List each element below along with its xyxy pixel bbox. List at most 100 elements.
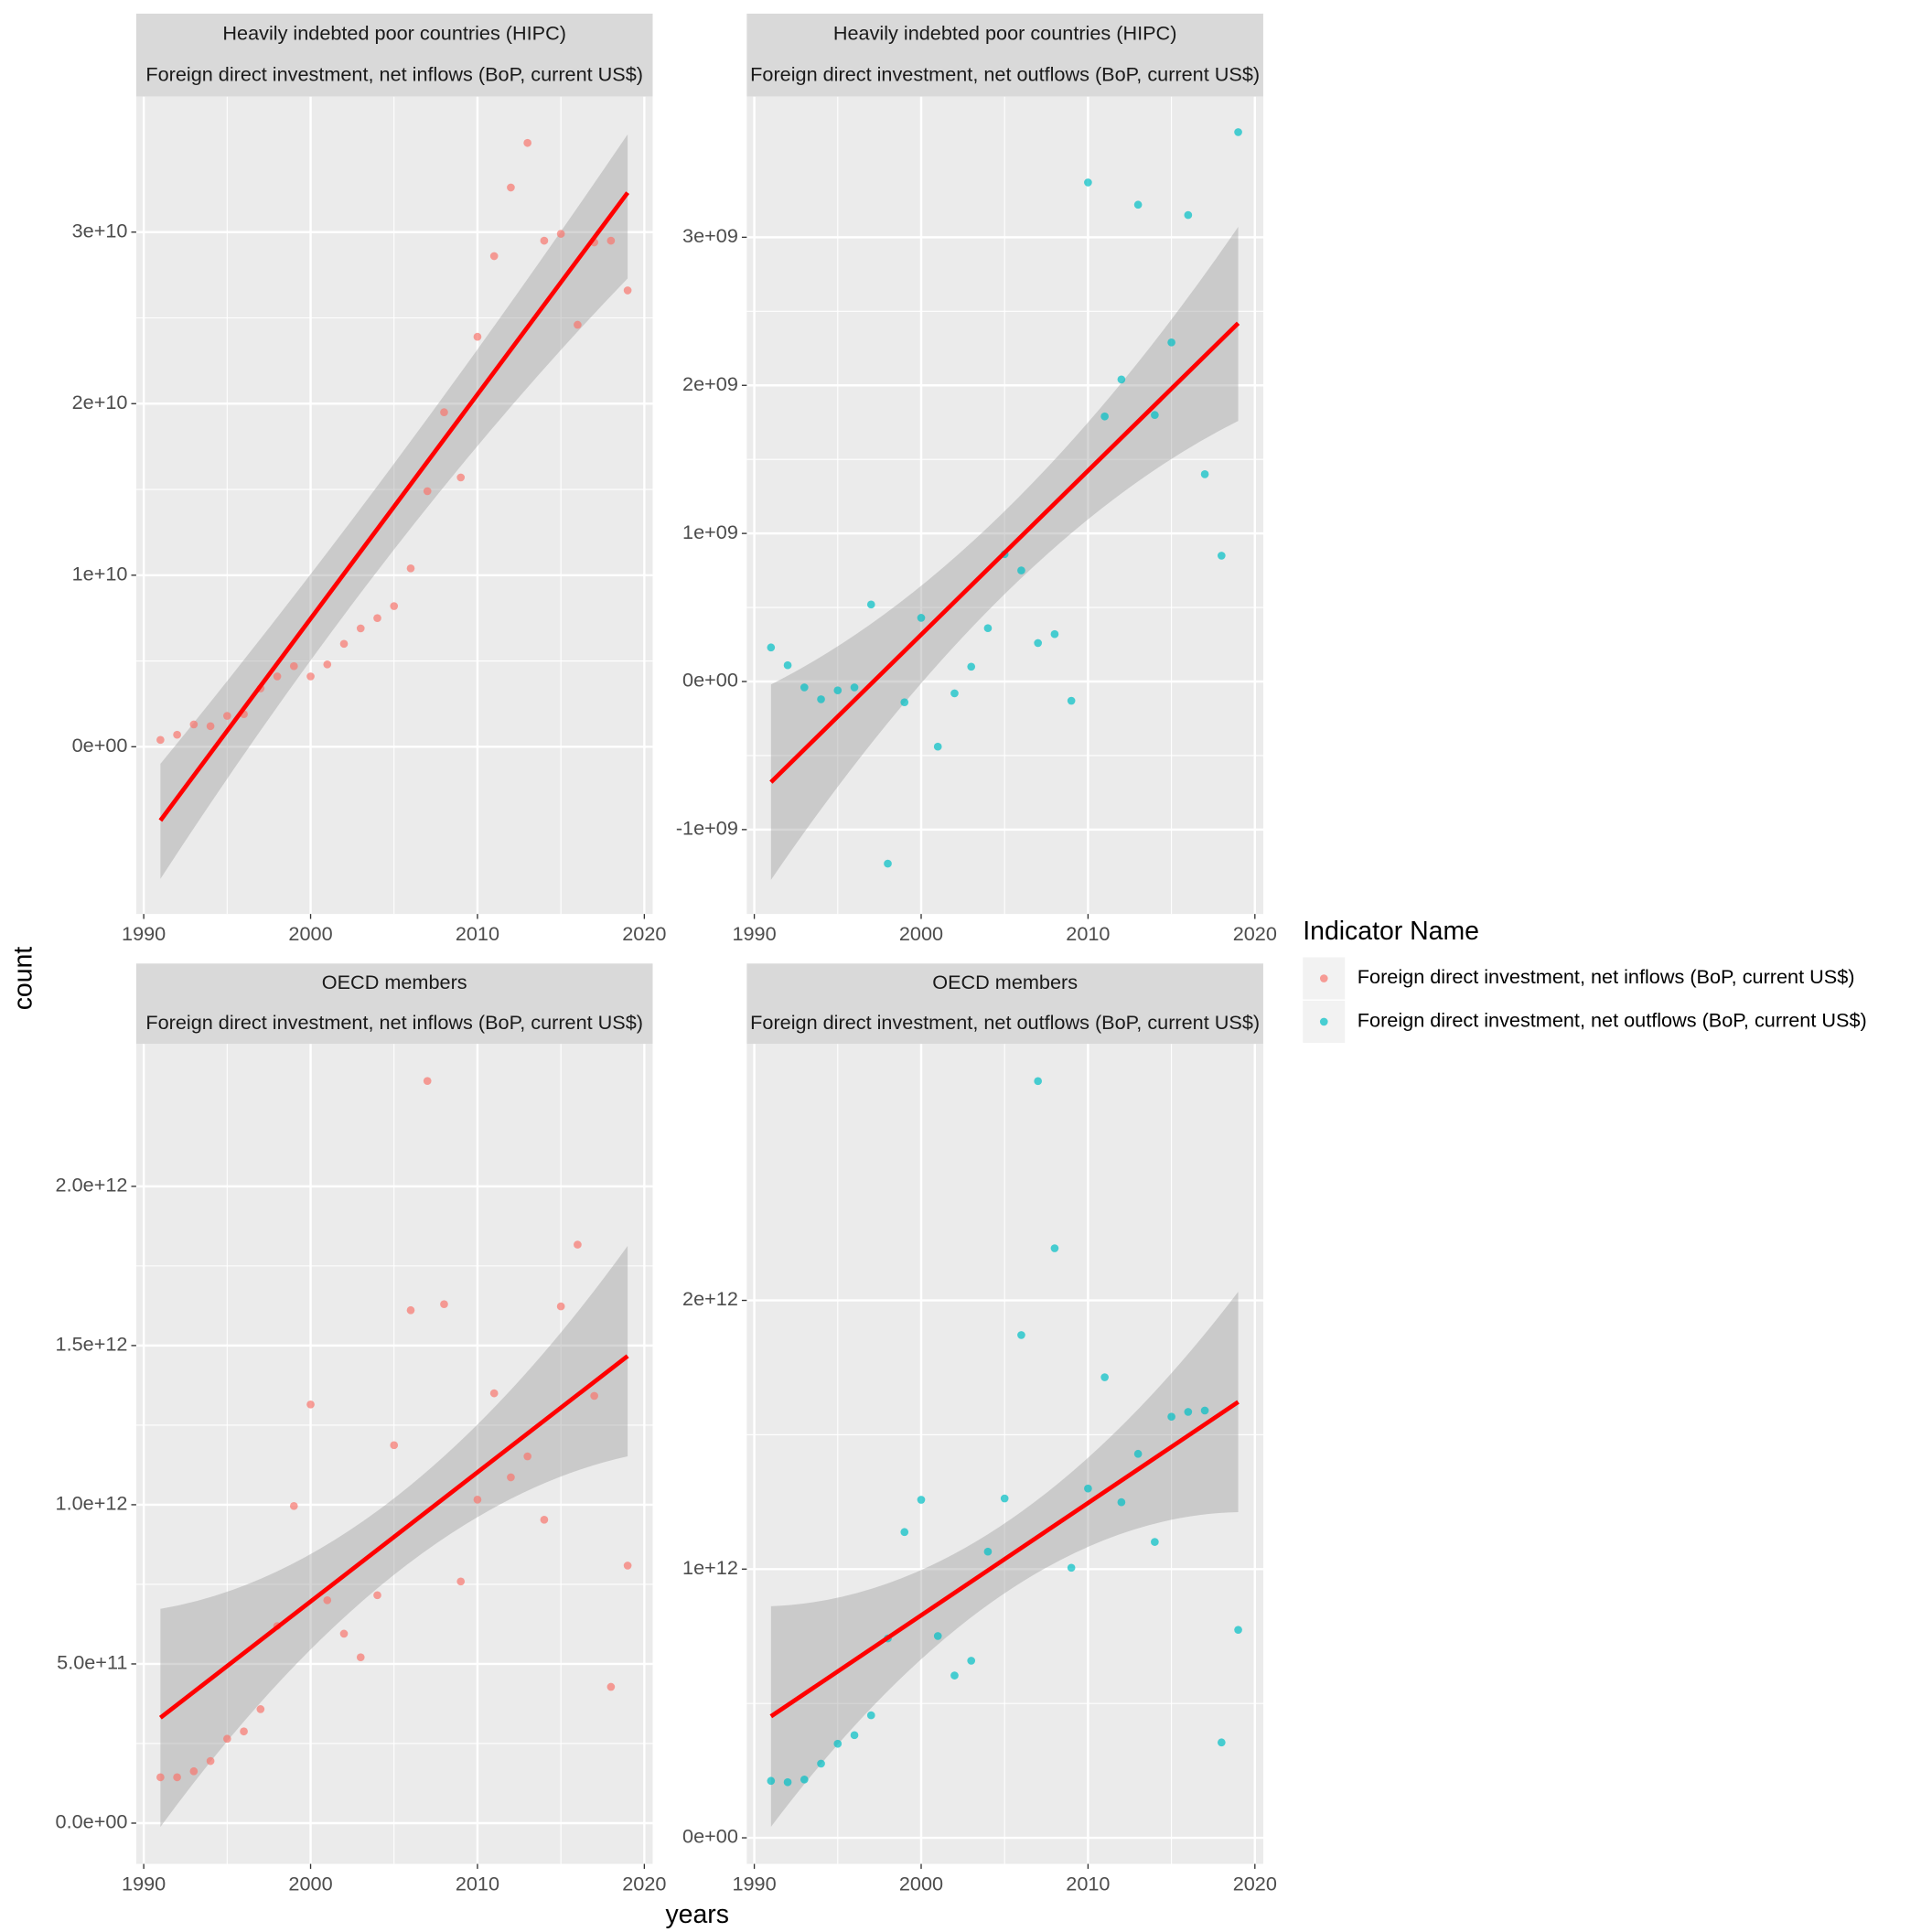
y-tick-label: 2e+09 <box>682 372 738 395</box>
point <box>507 183 515 192</box>
point <box>339 639 349 649</box>
point <box>306 672 315 681</box>
point <box>306 1400 315 1409</box>
point <box>1133 200 1143 209</box>
point <box>540 236 549 245</box>
y-tick-label: 2e+10 <box>72 391 128 413</box>
y-tick-label: 1.0e+12 <box>56 1492 128 1515</box>
y-tick-label: 0e+00 <box>682 669 738 692</box>
point <box>606 1682 616 1691</box>
point <box>1084 178 1092 187</box>
point <box>950 689 959 698</box>
point <box>1100 1373 1109 1381</box>
point <box>1000 1494 1009 1503</box>
point <box>1200 470 1209 478</box>
point <box>1200 1406 1209 1415</box>
point <box>783 1777 792 1787</box>
x-tick-label: 2010 <box>1066 1872 1110 1894</box>
strip-label: Foreign direct investment, net inflows (… <box>145 1011 643 1034</box>
point <box>933 742 942 751</box>
trend-line <box>158 191 630 822</box>
point <box>473 1496 482 1504</box>
point <box>507 1473 515 1482</box>
point <box>339 1629 349 1638</box>
point <box>850 1731 859 1740</box>
point <box>273 672 282 681</box>
point <box>156 735 165 745</box>
point <box>489 252 499 261</box>
point <box>390 1441 399 1450</box>
y-tick-label: 0e+00 <box>72 734 128 757</box>
point <box>323 660 332 669</box>
point <box>623 1562 632 1570</box>
point <box>156 1773 165 1782</box>
y-tick-label: 2e+12 <box>682 1287 738 1310</box>
x-tick-label: 2000 <box>288 922 332 945</box>
point <box>406 1305 415 1315</box>
point <box>289 661 298 671</box>
legend-title: Indicator Name <box>1303 917 1479 946</box>
strip-label: OECD members <box>932 971 1078 993</box>
y-tick-label: 5.0e+11 <box>57 1651 127 1674</box>
point <box>933 1632 942 1640</box>
strip-labels: OECD members Foreign direct investment, n… <box>750 971 1260 1034</box>
y-tick-label: 1e+10 <box>72 563 128 585</box>
y-tick-label: 0.0e+00 <box>56 1810 128 1833</box>
strip-label: Foreign direct investment, net inflows (… <box>145 63 643 86</box>
x-tick-label: 1990 <box>122 922 166 945</box>
point <box>1217 1738 1226 1747</box>
point <box>1050 629 1059 639</box>
point <box>623 286 632 295</box>
x-tick-label: 1990 <box>732 1872 776 1894</box>
y-tick-label: 3e+09 <box>682 224 738 247</box>
x-tick-label: 2020 <box>622 1872 666 1894</box>
point <box>950 1671 959 1680</box>
point <box>800 1775 809 1784</box>
point <box>423 487 432 496</box>
point <box>1117 375 1126 384</box>
point <box>1133 1449 1143 1458</box>
point <box>323 1596 332 1605</box>
point <box>456 1577 466 1586</box>
point <box>473 332 482 341</box>
point <box>574 1240 582 1249</box>
point <box>1234 1626 1242 1635</box>
point <box>206 722 215 731</box>
y-tick-label: 3e+10 <box>72 219 128 242</box>
point <box>590 1391 598 1401</box>
point <box>1167 338 1175 347</box>
strip-label: OECD members <box>322 971 467 993</box>
point <box>866 600 875 609</box>
point <box>1117 1497 1126 1507</box>
point <box>833 686 843 695</box>
strip-label: Heavily indebted poor countries (HIPC) <box>222 21 566 44</box>
point <box>1184 1408 1193 1416</box>
point <box>967 662 976 671</box>
point <box>240 1727 248 1736</box>
x-tick-label: 2010 <box>1066 922 1110 945</box>
x-axis-title: years <box>665 1900 729 1929</box>
legend-marker <box>1319 1017 1328 1026</box>
point <box>373 1591 381 1600</box>
point <box>783 660 792 670</box>
y-tick-label: 1e+09 <box>682 521 738 543</box>
point <box>967 1657 976 1665</box>
point <box>440 1300 448 1308</box>
point <box>373 614 381 622</box>
trend-line <box>158 1354 629 1720</box>
point <box>390 602 399 610</box>
point <box>556 230 565 238</box>
y-tick-label: 1e+12 <box>682 1556 738 1579</box>
strip-labels: Heavily indebted poor countries (HIPC) Fo… <box>145 21 643 85</box>
trend-line <box>769 321 1240 784</box>
strip <box>135 963 653 1045</box>
point <box>983 624 993 633</box>
point <box>1184 210 1193 220</box>
x-tick-label: 1990 <box>732 922 776 945</box>
strip <box>135 13 653 97</box>
panel-content <box>746 96 1263 915</box>
point <box>523 1452 532 1461</box>
legend-label: Foreign direct investment, net outflows … <box>1358 1009 1867 1032</box>
strip <box>746 13 1263 97</box>
point <box>1017 566 1025 574</box>
